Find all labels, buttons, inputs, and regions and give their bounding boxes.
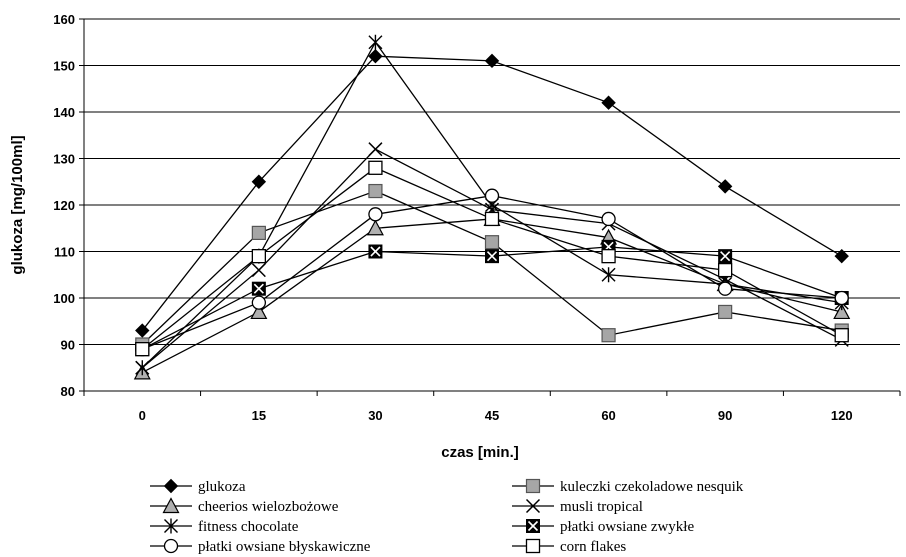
marker-triangle-gray [162, 497, 180, 514]
x-axis-title: czas [min.] [441, 444, 519, 461]
legend-item: płatki owsiane zwykłe [512, 519, 694, 535]
marker-square-x [485, 249, 499, 264]
marker-square-gray [484, 235, 500, 250]
x-tick-label: 120 [831, 408, 853, 423]
y-axis-title: glukoza [mg/100ml] [9, 135, 26, 274]
marker-square-x [526, 519, 540, 533]
marker-circle-open [368, 207, 383, 222]
marker-square-open [601, 248, 616, 264]
legend-item: kuleczki czekoladowe nesquik [512, 478, 744, 495]
marker-square-gray [718, 304, 733, 320]
marker-triangle-gray [833, 303, 851, 320]
legend-item: corn flakes [512, 538, 626, 555]
marker-square-gray [601, 328, 616, 343]
x-tick-label: 30 [368, 408, 382, 423]
y-tick-label: 130 [53, 152, 75, 167]
series-markers [133, 34, 851, 380]
x-tick-label: 60 [601, 408, 615, 423]
marker-square-open [717, 262, 733, 278]
marker-circle-open [717, 281, 733, 296]
marker-circle-open [601, 211, 616, 227]
legend: glukoza kuleczki czekoladowe nesquik cheer… [150, 478, 744, 555]
legend-label: kuleczki czekoladowe nesquik [560, 479, 744, 495]
marker-square-gray [525, 478, 541, 494]
marker-square-open [484, 211, 500, 227]
legend-item: płatki owsiane błyskawiczne [150, 538, 371, 555]
marker-square-x [368, 244, 383, 259]
marker-diamond-filled [601, 95, 616, 110]
marker-circle-open [251, 295, 267, 310]
legend-item: fitness chocolate [150, 518, 299, 535]
legend-item: musli tropical [512, 498, 643, 515]
marker-square-open [834, 328, 849, 343]
marker-x [251, 263, 266, 278]
legend-label: corn flakes [560, 539, 626, 555]
legend-label: płatki owsiane zwykłe [560, 519, 694, 535]
marker-diamond-filled [368, 48, 383, 64]
legend-item: glukoza [150, 478, 246, 495]
y-tick-label: 90 [61, 338, 75, 353]
x-tick-label: 90 [718, 408, 732, 423]
marker-circle-open [163, 538, 179, 554]
marker-diamond-filled [251, 174, 267, 189]
marker-square-x [251, 281, 266, 296]
marker-square-x [718, 249, 733, 264]
x-tick-label: 0 [139, 408, 146, 423]
axes: 80 90 100 110 120 130 140 150 160 0 15 30 45 60 90 120 [53, 12, 901, 423]
y-tick-label: 140 [53, 105, 75, 120]
marker-x [525, 498, 541, 514]
marker-asterisk [368, 34, 383, 50]
y-tick-label: 160 [53, 12, 75, 27]
marker-circle-open [834, 290, 849, 306]
marker-square-open [251, 248, 267, 264]
y-tick-label: 150 [53, 59, 75, 74]
marker-triangle-gray [366, 219, 384, 236]
marker-asterisk [135, 360, 150, 376]
legend-item: cheerios wielozbożowe [150, 497, 339, 515]
marker-square-open [368, 160, 383, 175]
x-tick-label: 15 [252, 408, 266, 423]
marker-diamond-filled [484, 53, 500, 69]
marker-diamond-filled [135, 323, 150, 338]
marker-asterisk [164, 518, 178, 534]
legend-label: musli tropical [560, 499, 643, 515]
legend-label: cheerios wielozbożowe [198, 499, 339, 515]
y-tick-label: 80 [61, 384, 75, 399]
marker-triangle-gray [250, 303, 268, 320]
marker-square-open [525, 538, 541, 554]
marker-x [368, 142, 383, 157]
marker-diamond-filled [163, 478, 179, 494]
y-tick-label: 120 [53, 198, 75, 213]
marker-square-gray [368, 183, 383, 199]
legend-label: płatki owsiane błyskawiczne [198, 539, 371, 555]
x-tick-label: 45 [485, 408, 499, 423]
marker-asterisk [601, 267, 616, 283]
marker-square-open [135, 341, 150, 357]
y-tick-label: 110 [54, 245, 75, 260]
marker-circle-open [484, 188, 500, 203]
legend-label: glukoza [198, 479, 246, 495]
marker-diamond-filled [717, 179, 733, 194]
y-tick-label: 100 [53, 291, 75, 306]
legend-label: fitness chocolate [198, 519, 299, 535]
marker-square-gray [251, 225, 266, 240]
marker-diamond-filled [834, 248, 849, 264]
